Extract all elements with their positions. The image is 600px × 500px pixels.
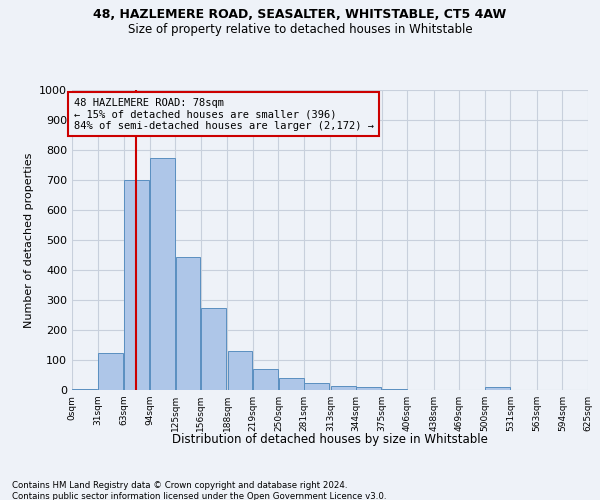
Bar [201,308,226,390]
Bar [150,158,175,390]
Bar [485,387,510,390]
Y-axis label: Number of detached properties: Number of detached properties [23,152,34,328]
Bar [382,388,407,390]
Bar [356,387,381,390]
Bar [124,180,149,390]
Bar [279,378,304,390]
Bar [227,351,253,390]
Bar [176,256,200,390]
Text: Contains public sector information licensed under the Open Government Licence v3: Contains public sector information licen… [12,492,386,500]
Text: Distribution of detached houses by size in Whitstable: Distribution of detached houses by size … [172,432,488,446]
Bar [73,388,97,390]
Bar [331,386,356,390]
Text: 48 HAZLEMERE ROAD: 78sqm
← 15% of detached houses are smaller (396)
84% of semi-: 48 HAZLEMERE ROAD: 78sqm ← 15% of detach… [74,98,374,130]
Text: 48, HAZLEMERE ROAD, SEASALTER, WHITSTABLE, CT5 4AW: 48, HAZLEMERE ROAD, SEASALTER, WHITSTABL… [94,8,506,20]
Bar [253,369,278,390]
Text: Size of property relative to detached houses in Whitstable: Size of property relative to detached ho… [128,22,472,36]
Bar [98,352,123,390]
Text: Contains HM Land Registry data © Crown copyright and database right 2024.: Contains HM Land Registry data © Crown c… [12,481,347,490]
Bar [304,384,329,390]
